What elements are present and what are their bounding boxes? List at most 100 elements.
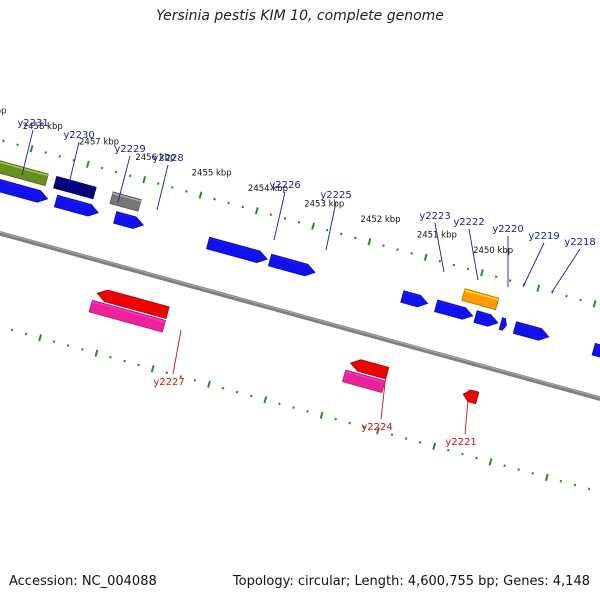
minor-tick: [137, 363, 140, 367]
leader-line: [380, 373, 387, 420]
gene-body: [88, 299, 166, 333]
minor-tick: [297, 221, 301, 224]
minor-tick: [438, 259, 442, 263]
major-tick: [94, 349, 99, 357]
gene-body: [591, 342, 600, 358]
minor-tick: [531, 472, 534, 475]
gene-body: [473, 310, 499, 327]
minor-tick: [123, 359, 126, 363]
minor-tick: [292, 406, 295, 409]
kbp-label: 2450 kbp: [473, 246, 513, 256]
major-tick: [319, 411, 324, 419]
minor-tick: [565, 294, 568, 298]
minor-tick: [114, 170, 118, 174]
gene-label-y2226: y2226: [269, 180, 300, 191]
minor-tick: [278, 402, 281, 405]
gene-body: [434, 299, 474, 320]
gene-highlight: [116, 212, 137, 220]
minor-tick: [58, 155, 61, 158]
minor-tick: [573, 483, 577, 487]
kbp-label: 2459 kbp: [0, 106, 6, 116]
inner-tick-row: [10, 328, 591, 491]
minor-tick: [334, 417, 337, 421]
minor-tick: [81, 348, 84, 351]
leader-line: [464, 388, 470, 435]
kbp-label: 2457 kbp: [79, 137, 119, 147]
gene-feature-12: [434, 299, 474, 320]
minor-tick: [447, 448, 450, 452]
minor-tick: [587, 487, 591, 491]
gene-highlight: [594, 344, 600, 347]
minor-tick: [306, 410, 309, 413]
gene-feature-15: [512, 321, 550, 341]
leader-line: [273, 191, 286, 241]
leader-line: [67, 141, 80, 189]
major-tick: [367, 238, 372, 246]
gene-feature-21: [342, 369, 386, 393]
label-layer: y2231 y2230 y2229 y2228 y2226 y2225 y2223y2222…: [17, 118, 595, 448]
gene-highlight: [470, 390, 479, 395]
gene-feature-9: [206, 236, 268, 264]
major-tick: [432, 442, 437, 450]
gene-label-y2230: y2230: [63, 130, 94, 141]
kbp-label: 2453 kbp: [304, 200, 344, 210]
gene-body: [0, 160, 49, 187]
leader-line: [172, 329, 182, 375]
gene-feature-11: [400, 290, 429, 308]
minor-tick: [579, 298, 582, 302]
gene-feature-10: [267, 253, 316, 277]
major-tick: [142, 176, 147, 184]
gene-label-y2218: y2218: [564, 237, 595, 248]
gene-label-y2231: y2231: [17, 118, 48, 129]
minor-tick: [503, 464, 506, 468]
minor-tick: [24, 332, 28, 336]
gene-highlight: [270, 255, 308, 267]
gene-body: [53, 175, 97, 200]
gene-label-y2221: y2221: [445, 437, 476, 448]
gene-highlight: [515, 322, 542, 331]
gene-label-y2228: y2228: [152, 153, 183, 164]
gene-label-y2223: y2223: [419, 211, 450, 222]
gene-body: [342, 369, 386, 393]
minor-tick: [382, 244, 385, 247]
gene-highlight: [464, 289, 499, 301]
genome-backbone: [0, 231, 600, 401]
major-tick: [207, 380, 211, 388]
major-tick: [263, 396, 268, 404]
minor-tick: [475, 456, 478, 460]
kbp-label: 2458 kbp: [23, 122, 63, 132]
gene-highlight: [106, 290, 170, 310]
minor-tick: [109, 355, 112, 359]
kbp-label: 2452 kbp: [361, 215, 401, 225]
gene-body: [512, 321, 550, 341]
gene-feature-16: [591, 342, 600, 358]
minor-tick: [193, 379, 197, 382]
gene-label-y2227: y2227: [153, 377, 184, 388]
gene-highlight: [501, 318, 506, 321]
major-tick: [85, 160, 90, 168]
major-tick: [198, 191, 203, 199]
gene-label-y2225: y2225: [320, 190, 351, 201]
minor-tick: [348, 421, 352, 425]
leader-line: [522, 242, 545, 288]
major-tick: [488, 458, 493, 466]
gene-highlight: [209, 237, 260, 254]
minor-tick: [2, 139, 5, 143]
gene-body: [462, 389, 480, 405]
leader-line: [551, 248, 581, 293]
genome-backbone-highlight: [0, 231, 600, 399]
major-tick: [544, 473, 549, 481]
gene-feature-2: [53, 175, 97, 200]
minor-tick: [249, 394, 253, 398]
major-tick: [38, 334, 42, 342]
minor-tick: [179, 375, 183, 378]
minor-tick: [466, 267, 470, 271]
gene-feature-1: [0, 160, 49, 187]
minor-tick: [283, 217, 287, 220]
major-tick: [480, 269, 484, 277]
major-tick: [592, 300, 597, 308]
kbp-label: 2454 kbp: [248, 184, 288, 194]
minor-tick: [44, 151, 47, 154]
minor-tick: [354, 236, 357, 240]
gene-body: [53, 194, 99, 217]
